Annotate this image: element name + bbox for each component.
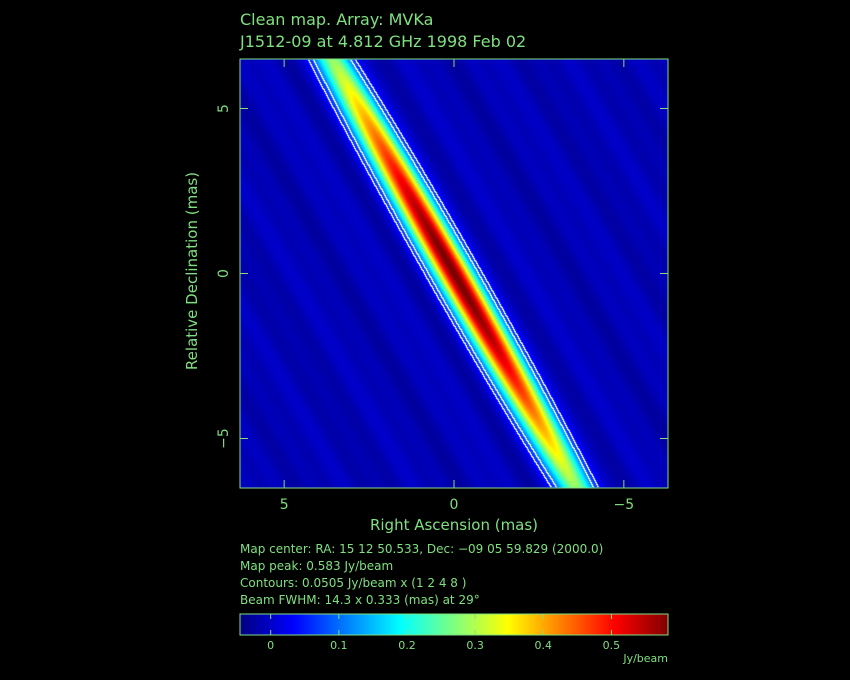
x-tick-label: 5 (280, 497, 289, 513)
map-image-container (240, 59, 668, 488)
map-center-text: Map center: RA: 15 12 50.533, Dec: −09 0… (240, 542, 603, 556)
colorbar-unit: Jy/beam (622, 652, 668, 665)
contours-text: Contours: 0.0505 Jy/beam x (1 2 4 8 ) (240, 576, 466, 590)
clean-map-image (240, 59, 668, 488)
y-tick-label: −5 (216, 428, 232, 449)
axis-ticks: 5 0 −5 5 0 −5 (216, 59, 668, 513)
colorbar-tick-label: 0.2 (398, 639, 416, 652)
chart-title: Clean map. Array: MVKa (240, 10, 433, 29)
colorbar-tick-label: 0.4 (535, 639, 553, 652)
beam-text: Beam FWHM: 14.3 x 0.333 (mas) at 29° (240, 593, 480, 607)
colorbar-tick-label: 0.1 (330, 639, 348, 652)
map-peak-text: Map peak: 0.583 Jy/beam (240, 559, 393, 573)
colorbar-tick-label: 0.5 (603, 639, 621, 652)
colorbar-tick-label: 0 (267, 639, 274, 652)
x-tick-label: 0 (450, 497, 459, 513)
colorbar-tick-label: 0.3 (466, 639, 484, 652)
x-tick-label: −5 (614, 497, 635, 513)
x-axis-label: Right Ascension (mas) (370, 516, 538, 534)
y-tick-label: 0 (216, 269, 232, 278)
y-axis-label: Relative Declination (mas) (183, 172, 201, 370)
colorbar-ticks: 0 0.1 0.2 0.3 0.4 0.5 (267, 614, 620, 652)
y-tick-label: 5 (216, 104, 232, 113)
chart-subtitle: J1512-09 at 4.812 GHz 1998 Feb 02 (239, 32, 526, 51)
colorbar (239, 613, 669, 636)
